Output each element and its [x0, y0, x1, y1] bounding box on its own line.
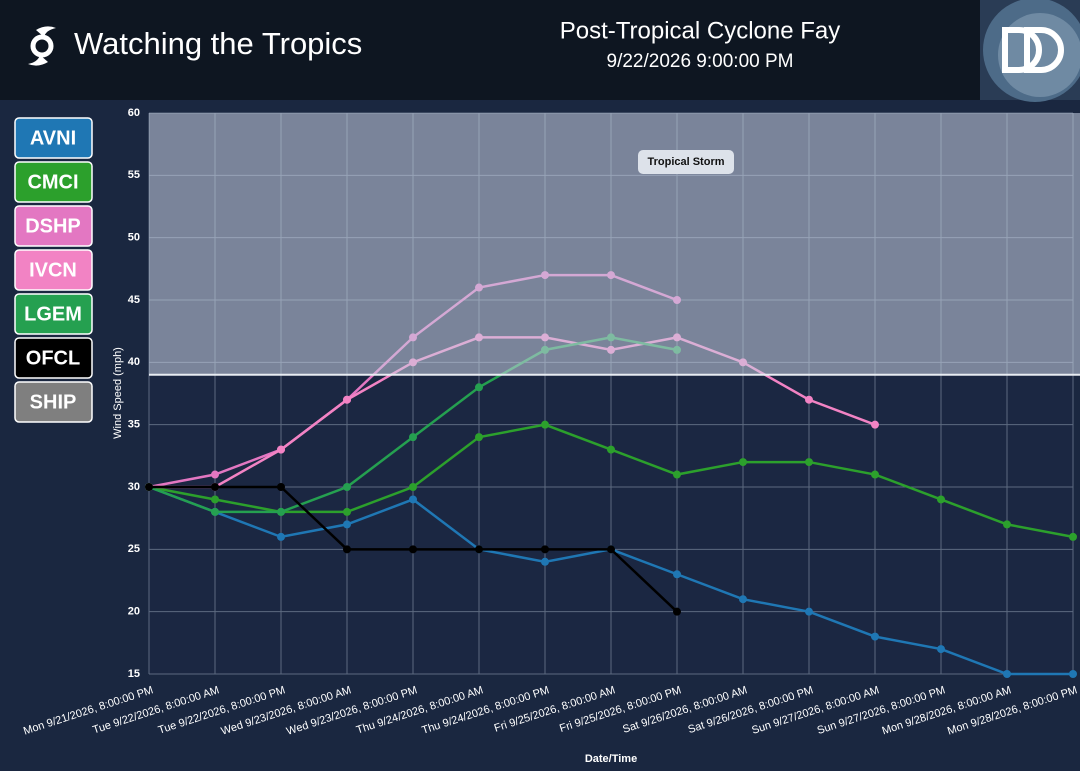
- legend-button[interactable]: DSHP: [14, 205, 93, 247]
- data-point: [343, 545, 351, 554]
- legend-label: IVCN: [29, 259, 77, 281]
- data-point: [409, 483, 417, 491]
- y-tick-label: 25: [128, 543, 140, 555]
- data-point: [277, 507, 285, 516]
- y-tick-label: 55: [128, 169, 140, 181]
- data-point: [805, 458, 813, 467]
- data-point: [937, 645, 945, 654]
- data-point: [871, 470, 879, 479]
- y-tick-label: 15: [128, 668, 140, 680]
- legend-swatch: [14, 337, 93, 379]
- data-point: [739, 595, 747, 604]
- legend-button[interactable]: CMCI: [14, 161, 93, 203]
- data-point: [343, 395, 351, 404]
- y-tick-label: 60: [128, 107, 140, 119]
- app-logo: [28, 26, 56, 66]
- data-point: [871, 420, 879, 429]
- data-point: [673, 607, 681, 616]
- data-point: [277, 445, 285, 454]
- data-point: [211, 483, 219, 491]
- data-point: [343, 483, 351, 491]
- legend-swatch: [14, 205, 93, 247]
- data-point: [343, 507, 351, 516]
- data-point: [607, 445, 615, 454]
- chart-title: Post-Tropical Cyclone Fay: [560, 17, 841, 44]
- legend-label: OFCL: [26, 347, 80, 369]
- data-point: [805, 395, 813, 404]
- legend-swatch: [14, 117, 93, 159]
- app-title: Watching the Tropics: [74, 26, 362, 61]
- data-point: [277, 483, 285, 491]
- data-point: [145, 483, 153, 491]
- data-point: [277, 532, 285, 541]
- data-point: [475, 545, 483, 554]
- legend-label: DSHP: [25, 215, 81, 237]
- brand-logo: [980, 0, 1080, 102]
- x-axis-label: Date/Time: [585, 753, 637, 765]
- data-point: [541, 545, 549, 554]
- data-point: [475, 383, 483, 392]
- chart-subtitle: 9/22/2026 9:00:00 PM: [607, 51, 794, 72]
- data-point: [805, 607, 813, 616]
- data-point: [1069, 670, 1077, 678]
- legend-swatch: [14, 161, 93, 203]
- legend-button[interactable]: SHIP: [14, 381, 93, 423]
- data-point: [409, 433, 417, 442]
- data-point: [937, 495, 945, 504]
- data-point: [409, 495, 417, 504]
- header: [0, 0, 1080, 100]
- data-point: [1003, 520, 1011, 529]
- data-point: [1003, 670, 1011, 678]
- data-point: [541, 557, 549, 566]
- legend-label: SHIP: [30, 391, 77, 413]
- data-point: [211, 495, 219, 504]
- data-point: [343, 520, 351, 529]
- data-point: [211, 507, 219, 516]
- legend-label: LGEM: [24, 303, 82, 325]
- band-label: Tropical Storm: [647, 156, 724, 168]
- data-point: [739, 458, 747, 467]
- y-tick-label: 50: [128, 232, 140, 244]
- legend-label: AVNI: [30, 127, 76, 149]
- band-label-box: [638, 150, 734, 174]
- x-tick-label: Mon 9/28/2026, 8:00:00 PM: [946, 684, 1079, 737]
- legend-swatch: [14, 249, 93, 291]
- legend-swatch: [14, 293, 93, 335]
- data-point: [1069, 532, 1077, 541]
- data-point: [607, 545, 615, 554]
- legend-button[interactable]: LGEM: [14, 293, 93, 335]
- legend-button[interactable]: OFCL: [14, 337, 93, 379]
- legend-label: CMCI: [27, 171, 78, 193]
- legend-button[interactable]: AVNI: [14, 117, 93, 159]
- data-point: [211, 470, 219, 479]
- intensity-band: [149, 113, 1080, 375]
- data-point: [409, 545, 417, 554]
- data-point: [541, 420, 549, 429]
- data-point: [475, 433, 483, 442]
- data-point: [673, 570, 681, 579]
- legend-swatch: [14, 381, 93, 423]
- data-point: [871, 632, 879, 641]
- y-tick-label: 40: [128, 356, 140, 368]
- y-tick-label: 30: [128, 481, 140, 493]
- data-point: [673, 470, 681, 479]
- y-tick-label: 45: [128, 294, 140, 306]
- y-axis-label: Wind Speed (mph): [112, 347, 124, 439]
- y-tick-label: 35: [128, 419, 140, 431]
- legend-button[interactable]: IVCN: [14, 249, 93, 291]
- y-tick-label: 20: [128, 606, 140, 618]
